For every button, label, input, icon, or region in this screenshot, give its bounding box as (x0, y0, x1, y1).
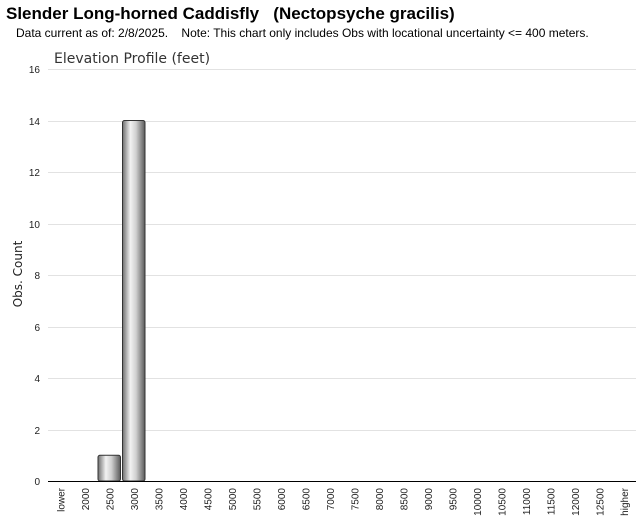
x-tick-label: 4500 (203, 488, 214, 511)
page-title: Slender Long-horned Caddisfly (Nectopsyc… (6, 4, 455, 23)
y-tick-label: 14 (29, 117, 41, 128)
bar-3000 (122, 120, 146, 482)
x-tick-label: 2000 (81, 488, 92, 511)
x-tick-label: 4000 (179, 488, 190, 511)
y-tick-label: 4 (34, 374, 40, 385)
x-tick-label: 11500 (546, 488, 557, 516)
x-tick-label: lower (56, 487, 67, 512)
x-tick-label: 12000 (571, 488, 582, 516)
data-note: Data current as of: 2/8/2025. Note: This… (16, 26, 589, 40)
x-tick-label: 5000 (228, 488, 239, 511)
bar-2500 (97, 454, 121, 482)
x-tick-label: 3000 (130, 488, 141, 511)
y-tick-label: 8 (34, 271, 40, 282)
x-tick-label: 5500 (252, 488, 263, 511)
x-tick-label: 9000 (424, 488, 435, 511)
chart-title: Elevation Profile (feet) (54, 51, 210, 67)
x-tick-label: 3500 (154, 488, 165, 511)
y-tick-label: 16 (29, 65, 41, 76)
x-tick-label: 8500 (399, 488, 410, 511)
x-tick-label: 2500 (105, 488, 116, 511)
y-tick-label: 10 (29, 220, 41, 231)
x-tick-label: 9500 (448, 488, 459, 511)
x-tick-label: 6500 (301, 488, 312, 511)
x-tick-label: 7500 (350, 488, 361, 511)
x-tick-label: 8000 (375, 488, 386, 511)
y-tick-label: 6 (34, 323, 40, 334)
x-tick-label: higher (620, 487, 631, 515)
x-tick-label: 11000 (522, 488, 533, 516)
x-tick-label: 6000 (277, 488, 288, 511)
y-tick-label: 2 (34, 426, 40, 437)
y-axis-label: Obs. Count (11, 240, 25, 307)
x-tick-label: 10000 (473, 488, 484, 516)
y-tick-label: 12 (29, 168, 41, 179)
y-tick-label: 0 (34, 477, 40, 488)
x-tick-label: 10500 (497, 488, 508, 516)
x-tick-label: 7000 (326, 488, 337, 511)
x-tick-label: 12500 (595, 488, 606, 516)
